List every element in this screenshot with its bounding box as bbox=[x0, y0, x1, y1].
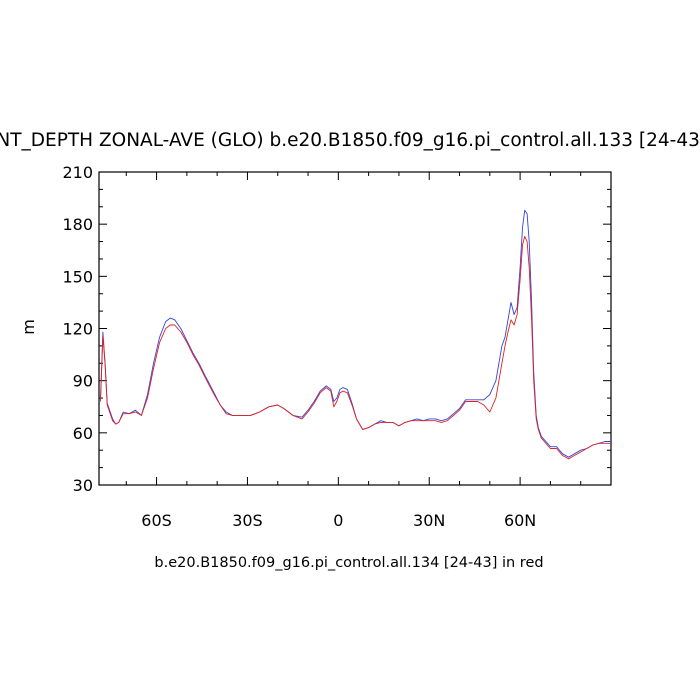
plot-area bbox=[98, 171, 612, 486]
chart-title: INT_DEPTH ZONAL-AVE (GLO) b.e20.B1850.f0… bbox=[0, 130, 700, 151]
x-tick-labels: 60S 30S 0 30N 60N bbox=[141, 511, 536, 530]
x-tick-label: 30N bbox=[413, 511, 445, 530]
chart-footnote: b.e20.B1850.f09_g16.pi_control.all.134 [… bbox=[154, 555, 543, 571]
y-tick-label: 90 bbox=[73, 372, 93, 391]
y-tick-label: 180 bbox=[62, 215, 93, 234]
x-tick-label: 60S bbox=[141, 511, 172, 530]
y-tick-labels: 30 60 90 120 150 180 210 bbox=[62, 163, 93, 495]
y-axis-label: m bbox=[19, 319, 38, 335]
y-tick-label: 120 bbox=[62, 320, 93, 339]
x-tick-label: 30S bbox=[232, 511, 263, 530]
minor-ticks bbox=[99, 172, 611, 485]
series-layer bbox=[100, 209, 611, 460]
y-tick-label: 30 bbox=[73, 476, 93, 495]
x-tick-label: 0 bbox=[333, 511, 343, 530]
y-tick-label: 150 bbox=[62, 267, 93, 286]
x-tick-label: 60N bbox=[504, 511, 536, 530]
series-line-2 bbox=[100, 235, 611, 460]
major-ticks bbox=[99, 171, 611, 486]
y-tick-label: 210 bbox=[62, 163, 93, 182]
y-tick-label: 60 bbox=[73, 424, 93, 443]
plot-frame bbox=[98, 171, 612, 486]
series-line-1 bbox=[100, 209, 611, 458]
